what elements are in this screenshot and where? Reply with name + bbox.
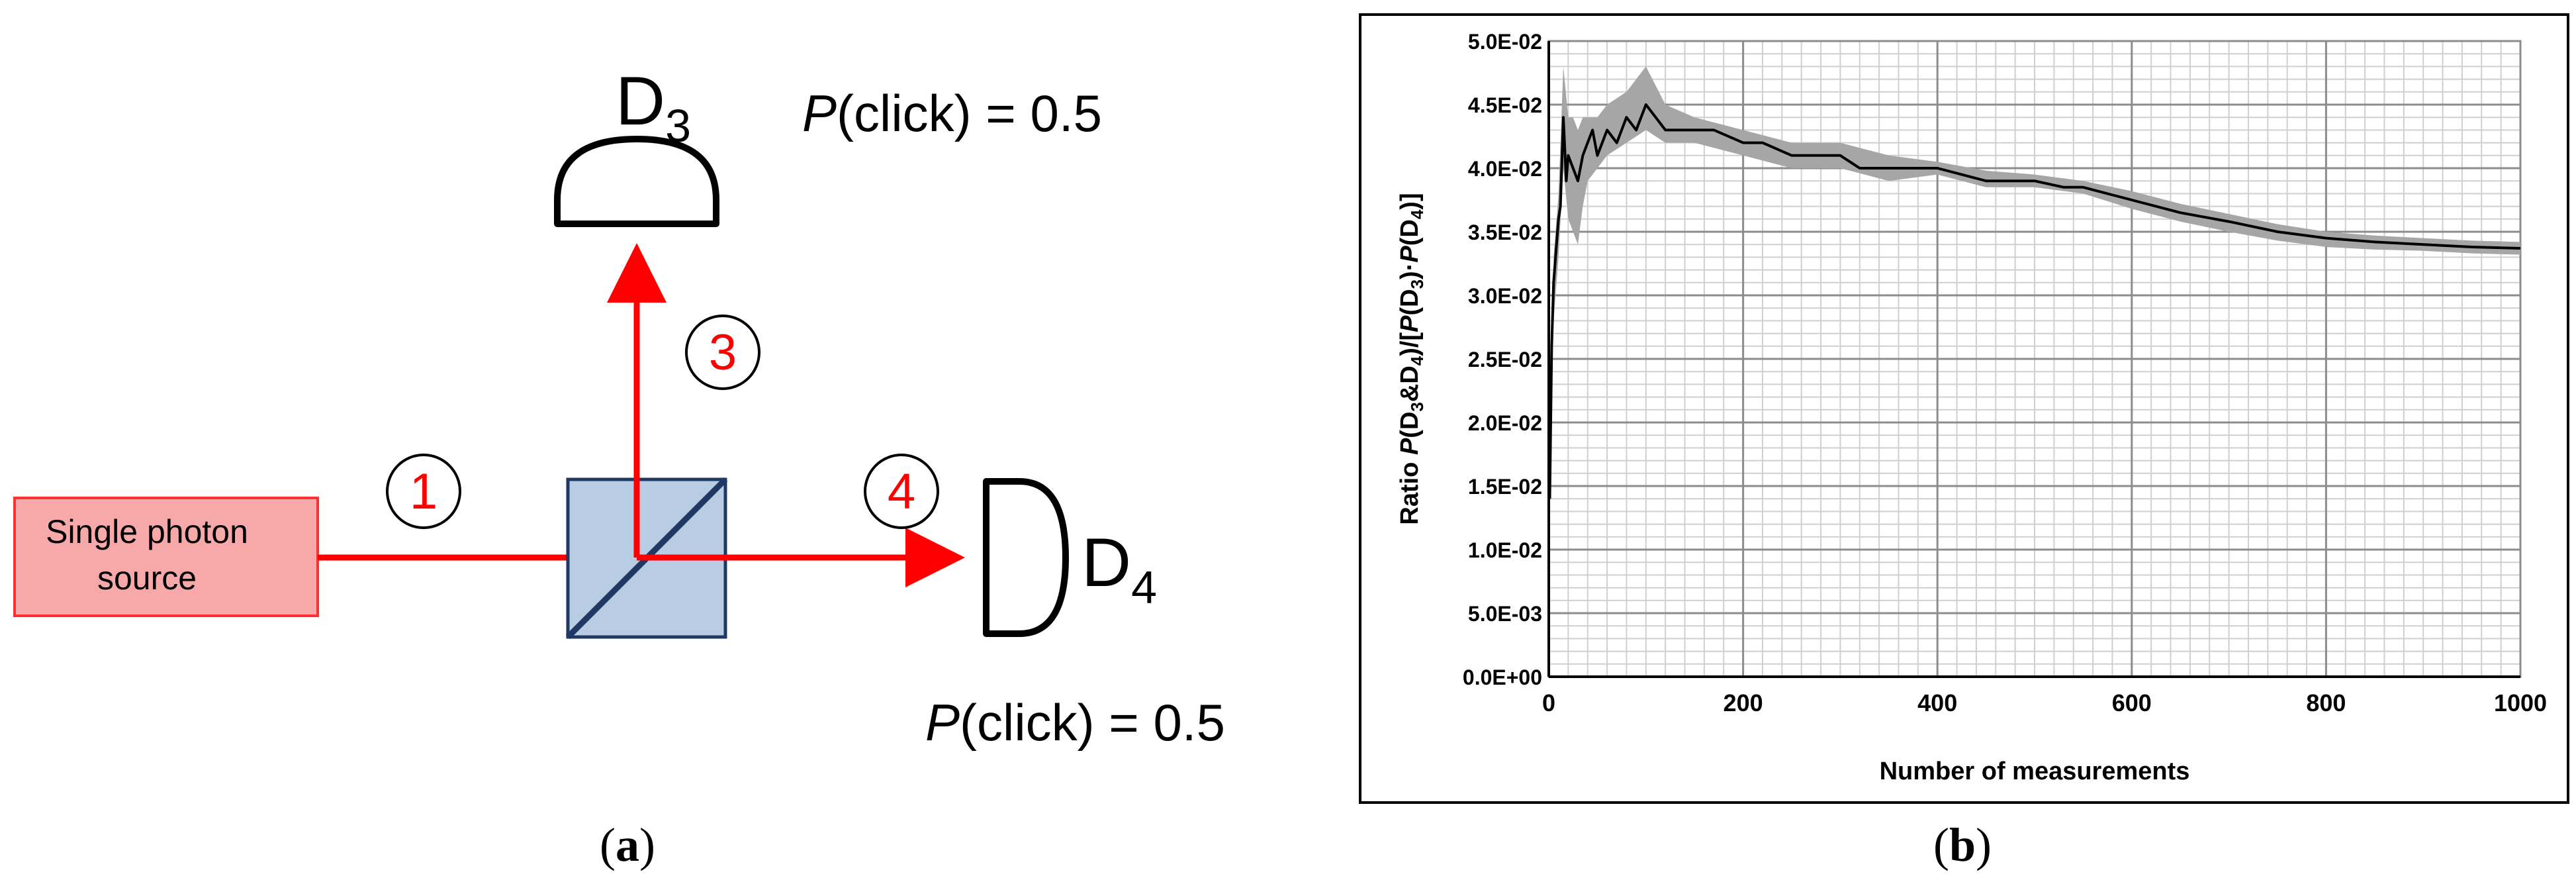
y-axis-title-part: 4 bbox=[1407, 209, 1427, 219]
detector-d3-label: D3 bbox=[616, 63, 691, 152]
y-axis-title-part: P bbox=[1396, 315, 1424, 332]
d3-click-probability: P(click) = 0.5 bbox=[802, 84, 1102, 142]
y-axis-title-part: 3 bbox=[1407, 279, 1427, 289]
d4-click-probability: P(click) = 0.5 bbox=[925, 693, 1225, 752]
panel-b-chart: 0.0E+00 5.0E-03 1.0E-02 1.5E-02 2.0E-02 2.5E-… bbox=[1359, 13, 2569, 871]
y-axis-title-part: &D bbox=[1396, 366, 1424, 402]
y-tick-label: 5.0E-02 bbox=[1468, 30, 1542, 54]
y-axis-title-part: Ratio bbox=[1396, 455, 1424, 525]
y-tick-label: 4.0E-02 bbox=[1468, 157, 1542, 181]
y-tick-label: 3.5E-02 bbox=[1468, 220, 1542, 244]
y-tick-label: 5.0E-03 bbox=[1468, 602, 1542, 626]
path-label-1-text: 1 bbox=[410, 464, 437, 520]
path-label-4-text: 4 bbox=[888, 464, 915, 520]
y-tick-label: 3.0E-02 bbox=[1468, 284, 1542, 308]
detector-d3-icon bbox=[554, 136, 719, 227]
path-label-4: 4 bbox=[864, 454, 939, 529]
caption-a: (a) bbox=[600, 818, 655, 871]
y-axis-title-part: (D bbox=[1396, 219, 1424, 246]
y-axis-title-part: (D bbox=[1396, 289, 1424, 315]
y-tick-label: 1.0E-02 bbox=[1468, 538, 1542, 562]
y-axis-title-part: (D bbox=[1396, 412, 1424, 438]
series-line-0 bbox=[1548, 103, 2521, 499]
y-tick-label: 4.5E-02 bbox=[1468, 93, 1542, 117]
x-tick-label: 400 bbox=[1917, 689, 1957, 716]
y-axis-title-part: 3 bbox=[1407, 402, 1427, 411]
uncertainty-band bbox=[1553, 66, 2520, 321]
y-tick-label: 2.0E-02 bbox=[1468, 411, 1542, 435]
path-label-1: 1 bbox=[386, 454, 461, 529]
y-axis-title-part: )/[ bbox=[1396, 332, 1424, 356]
x-tick-label: 800 bbox=[2306, 689, 2346, 716]
y-tick-label: 0.0E+00 bbox=[1463, 665, 1542, 689]
source-label-line2: source bbox=[97, 560, 197, 597]
single-photon-source-box bbox=[13, 497, 319, 617]
y-axis-title-part: P bbox=[1396, 246, 1424, 263]
path-label-3-text: 3 bbox=[709, 324, 737, 381]
x-tick-labels: 0 200 400 600 800 1000 bbox=[1542, 689, 2547, 716]
uncertainty-band-layer bbox=[1553, 66, 2520, 321]
y-axis-title-part: P bbox=[1396, 438, 1424, 455]
path-label-3: 3 bbox=[685, 315, 760, 390]
y-axis-title-part: )· bbox=[1396, 263, 1424, 279]
x-tick-label: 0 bbox=[1542, 689, 1555, 716]
detector-d4-label: D4 bbox=[1081, 524, 1157, 613]
y-axis-title-part: 4 bbox=[1407, 356, 1427, 366]
x-tick-label: 1000 bbox=[2494, 689, 2547, 716]
x-axis-title: Number of measurements bbox=[1880, 758, 2190, 785]
source-label-line1: Single photon bbox=[46, 513, 248, 550]
x-tick-label: 200 bbox=[1724, 689, 1763, 716]
y-tick-label: 1.5E-02 bbox=[1468, 475, 1542, 499]
y-axis-title: Ratio P(D3&D4)/[P(D3)·P(D4)] bbox=[1396, 193, 1427, 524]
y-axis-title-part: )] bbox=[1396, 193, 1424, 209]
caption-b: (b) bbox=[1933, 818, 1992, 871]
detector-d4-icon bbox=[983, 478, 1069, 637]
series-line-layer bbox=[1548, 103, 2521, 499]
x-tick-label: 600 bbox=[2112, 689, 2152, 716]
y-tick-label: 2.5E-02 bbox=[1468, 348, 1542, 371]
y-tick-labels: 0.0E+00 5.0E-03 1.0E-02 1.5E-02 2.0E-02 2.5E-… bbox=[1463, 30, 1542, 689]
panel-a-diagram: Single photon source 1 3 4 D3 D4 bbox=[13, 63, 1225, 871]
